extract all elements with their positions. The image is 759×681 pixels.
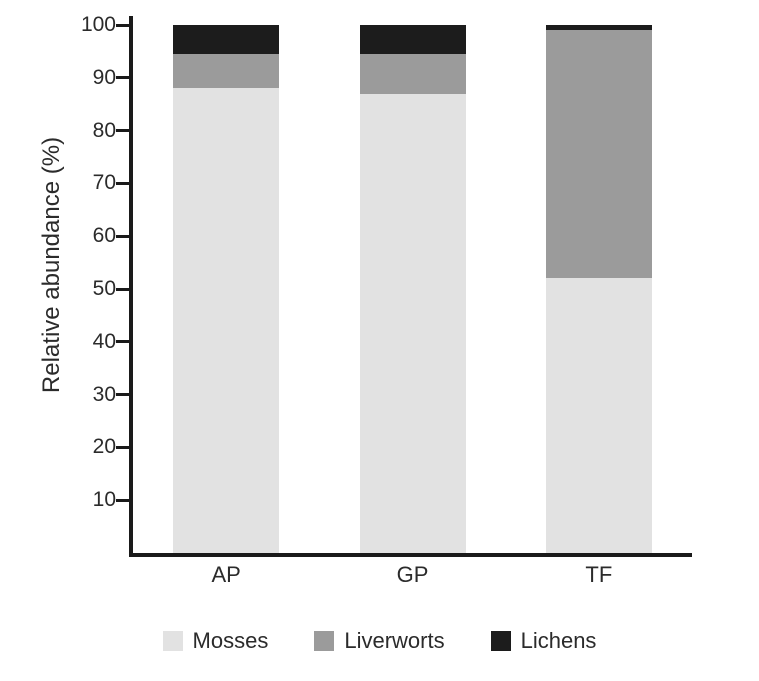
y-tick-mark xyxy=(116,76,129,80)
y-tick-mark xyxy=(116,287,129,291)
y-tick-label: 70 xyxy=(92,171,116,195)
bar-segment-mosses-ap xyxy=(173,88,280,553)
y-tick-label: 10 xyxy=(92,488,116,512)
legend-label: Mosses xyxy=(192,628,269,653)
legend-item-lichens: Lichens xyxy=(490,628,597,654)
y-tick-label: 50 xyxy=(92,277,116,300)
y-tick-mark xyxy=(116,129,129,133)
bar-segment-liverworts-tf xyxy=(545,30,652,279)
y-tick-label: 60 xyxy=(92,224,116,248)
y-tick-mark xyxy=(116,181,129,185)
y-tick-mark xyxy=(116,498,129,502)
y-tick-mark xyxy=(116,234,129,238)
y-tick-label: 40 xyxy=(92,329,116,353)
legend-item-mosses: Mosses xyxy=(162,628,269,654)
legend-swatch-mosses xyxy=(162,631,183,651)
legend-item-liverworts: Liverworts xyxy=(314,628,445,654)
y-tick-mark xyxy=(116,393,129,397)
y-tick-mark xyxy=(116,23,129,27)
legend-label: Lichens xyxy=(520,628,597,653)
y-axis-line xyxy=(129,16,133,557)
bar-segment-mosses-gp xyxy=(359,93,466,553)
legend-label: Liverworts xyxy=(344,628,445,653)
x-category-label: AP xyxy=(211,562,241,587)
bar-segment-lichens-gp xyxy=(359,25,466,55)
y-tick-label: 80 xyxy=(92,118,116,142)
y-tick-label: 90 xyxy=(92,65,116,89)
y-tick-label: 100 xyxy=(80,13,116,36)
x-category-label: TF xyxy=(585,562,613,587)
y-tick-label: 30 xyxy=(92,382,116,406)
y-tick-mark xyxy=(116,340,129,344)
bar-segment-liverworts-ap xyxy=(173,54,280,89)
y-tick-mark xyxy=(116,445,129,449)
bar-segment-liverworts-gp xyxy=(359,54,466,94)
chart-legend: Mosses Liverworts Lichens xyxy=(0,628,759,654)
y-tick-label: 20 xyxy=(92,435,116,459)
legend-swatch-liverworts xyxy=(314,631,335,651)
x-axis-line xyxy=(129,553,692,557)
bar-segment-mosses-tf xyxy=(545,278,652,553)
bar-segment-lichens-ap xyxy=(173,25,280,55)
bar-segment-lichens-tf xyxy=(545,25,652,31)
x-category-label: GP xyxy=(396,562,429,587)
legend-swatch-lichens xyxy=(490,631,511,651)
